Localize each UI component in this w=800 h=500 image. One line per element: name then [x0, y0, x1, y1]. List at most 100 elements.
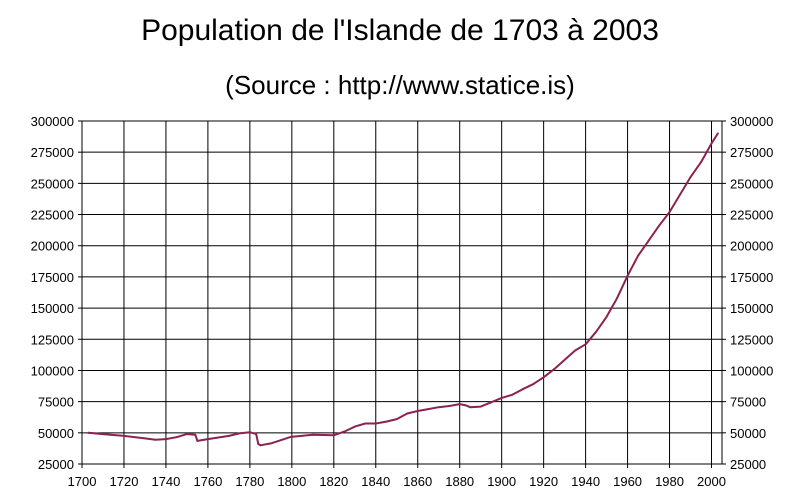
data-point: [343, 430, 346, 433]
data-point: [605, 315, 608, 318]
data-point: [87, 431, 90, 434]
left-tick-label: 300000: [31, 114, 74, 129]
data-point: [249, 431, 251, 434]
right-tick-label: 200000: [730, 239, 773, 254]
data-point: [385, 420, 388, 423]
left-y-axis-ticks: 25000 50000 75000 100000 125000 150000 175000 2…: [31, 114, 82, 472]
population-series-line: [87, 132, 719, 447]
data-point: [700, 161, 702, 164]
data-point: [532, 383, 534, 386]
right-tick-label: 175000: [730, 270, 773, 285]
data-point: [689, 176, 692, 179]
data-point: [616, 297, 618, 299]
data-point: [584, 343, 587, 346]
data-point: [257, 443, 260, 445]
x-tick-label: 1940: [571, 474, 600, 489]
data-point: [270, 442, 272, 445]
chart-title: Population de l'Islande de 1703 à 2003: [141, 14, 659, 47]
x-tick-label: 1980: [655, 474, 684, 489]
data-point: [574, 349, 576, 352]
x-tick-label: 1900: [487, 474, 516, 489]
right-tick-label: 100000: [730, 363, 773, 378]
data-point: [293, 435, 295, 438]
x-tick-label: 1960: [613, 474, 642, 489]
right-tick-label: 50000: [730, 426, 766, 441]
data-point: [175, 436, 178, 439]
left-tick-label: 275000: [31, 145, 74, 160]
data-point: [465, 404, 467, 407]
right-tick-label: 125000: [730, 332, 773, 347]
data-point: [102, 433, 104, 435]
data-point: [458, 403, 461, 405]
data-point: [395, 418, 398, 420]
data-point: [668, 211, 671, 214]
data-point: [469, 406, 472, 409]
vertical-gridlines: [81, 121, 713, 464]
right-tick-label: 25000: [730, 457, 766, 472]
right-tick-label: 150000: [730, 301, 773, 316]
data-point: [542, 376, 545, 379]
data-point: [238, 432, 241, 435]
chart-subtitle: (Source : http://www.statice.is): [225, 70, 575, 100]
data-point: [311, 433, 314, 436]
data-point: [374, 422, 377, 425]
data-point: [448, 405, 451, 407]
data-point: [521, 388, 524, 391]
x-tick-label: 1820: [319, 474, 348, 489]
x-tick-label: 2000: [697, 474, 726, 489]
data-point: [427, 408, 430, 410]
data-point: [710, 142, 713, 145]
x-tick-label: 1860: [403, 474, 432, 489]
x-tick-label: 1800: [277, 474, 306, 489]
data-points: [87, 132, 719, 447]
left-tick-label: 225000: [31, 208, 74, 223]
x-tick-label: 1880: [445, 474, 474, 489]
left-tick-label: 25000: [38, 457, 74, 472]
data-point: [194, 433, 197, 436]
data-point: [364, 422, 367, 425]
data-point: [658, 224, 660, 227]
x-tick-label: 1760: [193, 474, 222, 489]
horizontal-gridlines: [82, 120, 722, 465]
data-point: [679, 193, 681, 196]
x-tick-label: 1780: [235, 474, 264, 489]
data-point: [637, 254, 639, 257]
data-point: [511, 393, 514, 396]
data-point: [716, 132, 719, 135]
data-point: [165, 438, 167, 440]
data-point: [196, 440, 199, 442]
left-tick-label: 200000: [31, 239, 74, 254]
right-tick-label: 75000: [730, 395, 766, 410]
data-point: [228, 435, 230, 437]
data-point: [154, 438, 157, 441]
x-axis-ticks: 1700 1720 1740 1760 1780 1800 1820 1840 1860 1880…: [68, 464, 726, 489]
x-tick-label: 1740: [151, 474, 180, 489]
data-point: [332, 434, 335, 437]
left-tick-label: 75000: [38, 395, 74, 410]
data-point: [207, 438, 209, 440]
data-point: [416, 410, 419, 412]
x-tick-label: 1920: [529, 474, 558, 489]
data-point: [479, 405, 482, 408]
x-tick-label: 1700: [68, 474, 97, 489]
right-tick-label: 275000: [730, 145, 773, 160]
left-tick-label: 175000: [31, 270, 74, 285]
right-tick-label: 300000: [730, 114, 773, 129]
data-point: [123, 435, 125, 437]
right-tick-label: 225000: [730, 208, 773, 223]
x-tick-label: 1720: [110, 474, 139, 489]
data-point: [259, 444, 262, 447]
data-point: [500, 397, 503, 399]
right-tick-label: 250000: [730, 176, 773, 191]
right-y-axis-ticks: 25000 50000 75000 100000 125000 150000 175000 2…: [722, 114, 773, 472]
left-tick-label: 50000: [38, 426, 74, 441]
data-point: [186, 433, 188, 435]
data-point: [144, 437, 146, 440]
left-tick-label: 250000: [31, 176, 74, 191]
data-point: [437, 406, 440, 409]
data-point: [595, 330, 597, 333]
data-point: [290, 435, 293, 438]
x-tick-label: 1840: [361, 474, 390, 489]
data-point: [490, 401, 493, 404]
